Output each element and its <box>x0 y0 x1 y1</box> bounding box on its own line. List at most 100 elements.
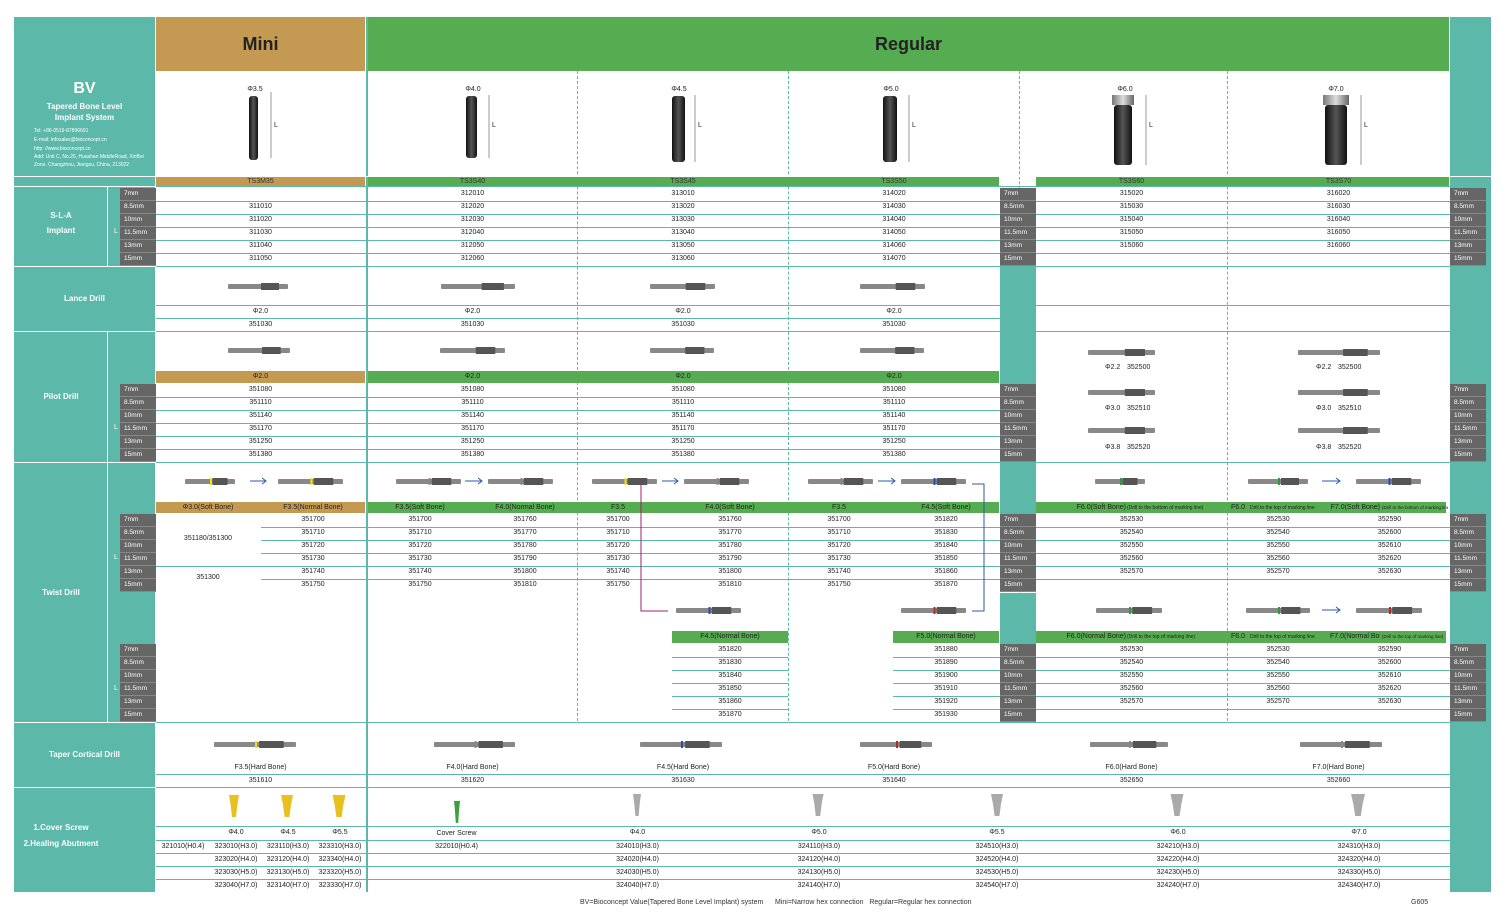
sla-right-len-3: 11.5mm <box>1450 227 1486 240</box>
twist-n60-h: F6.0(Normal Bone) <box>1066 633 1126 640</box>
twist2-left-len-5: 15mm <box>120 709 156 722</box>
twist-r50-f45-3: 351850 <box>934 555 958 562</box>
sla-cell-2-5: 313060 <box>671 255 695 262</box>
code-bar-regular <box>368 177 999 187</box>
twist-mini-f35-4: 351740 <box>301 568 325 575</box>
sla-cell-1-1: 312020 <box>460 203 485 210</box>
pilot-big-icon-0-1 <box>1088 389 1155 396</box>
abut-reg-code-2-3: 324540(H7.0) <box>975 882 1019 889</box>
code-bar-regular-2 <box>1036 177 1449 187</box>
abut-reg-dia-0: Φ4.0 <box>629 829 646 836</box>
twist-f35-0: 351700 <box>408 516 432 523</box>
twist-mini-b: 351300 <box>196 574 220 581</box>
pilot-bar-reg <box>368 371 999 383</box>
abut-reg-code-4-3: 324340(H7.0) <box>1337 882 1381 889</box>
twist-r60-h: F6.0(Soft Bone) <box>1076 504 1126 511</box>
taper-name-0: F3.5(Hard Bone) <box>234 764 287 771</box>
twist-mid-len-5: 15mm <box>1000 579 1036 592</box>
taper-code-5: 352660 <box>1326 777 1351 784</box>
col-divider-4 <box>1227 71 1228 721</box>
lance-drill-icon-1 <box>441 283 515 290</box>
pilot-code-2-3: 351170 <box>671 425 695 432</box>
taper-name-1: F4.0(Hard Bone) <box>446 764 499 771</box>
taper-code-3: 351640 <box>882 777 906 784</box>
pilot-code-0-4: 351250 <box>248 438 273 445</box>
pilot-mid-len-3: 11.5mm <box>1000 423 1036 436</box>
taper-name-2: F4.5(Hard Bone) <box>656 764 710 771</box>
implant-l-60: L <box>1149 122 1153 129</box>
contact-web: http: //www.bioconcept.cn <box>34 146 91 152</box>
pilot-code-1-4: 351250 <box>460 438 485 445</box>
taper-code-2: 351630 <box>671 777 695 784</box>
tn50-line-5 <box>893 709 1000 710</box>
sla-right-len-1: 8.5mm <box>1450 201 1486 214</box>
implant-code-70: TS3S70 <box>1325 178 1352 185</box>
twist-r45-f35-2: 351720 <box>606 542 630 549</box>
taper-drill-label: Taper Cortical Drill <box>49 750 120 759</box>
pilot-row-line-4 <box>156 436 1000 437</box>
abut-reg-code-0-3: 324040(H7.0) <box>616 882 659 889</box>
abut-icon-reg-3 <box>1170 794 1184 816</box>
pilot-left-len-1: 8.5mm <box>120 397 156 410</box>
brand-title: BV <box>73 80 96 97</box>
sla-row-line-b-1 <box>1036 201 1450 202</box>
twist2-mid-len-3: 11.5mm <box>1000 683 1036 696</box>
twist2-left-len-2: 10mm <box>120 670 156 683</box>
taper-code-4: 352650 <box>1119 777 1144 784</box>
abut-icon-reg-2 <box>991 794 1003 816</box>
twist-icon-r60 <box>1095 478 1145 485</box>
tn45-line-4 <box>672 696 788 697</box>
sep-abutment <box>14 787 155 788</box>
twist-icon-r45-1 <box>592 478 657 485</box>
taper-code-0: 351610 <box>248 777 273 784</box>
twist-n50-2: 351900 <box>934 672 958 679</box>
pilot-code-0-2: 351140 <box>249 412 272 419</box>
twist2-left-len-1: 8.5mm <box>120 657 156 670</box>
l-letter-1: L <box>114 424 118 431</box>
sla-cell-2-1: 313020 <box>671 203 695 210</box>
sla-cell-4-0: 315020 <box>1119 190 1144 197</box>
mini-header: Mini <box>156 17 365 71</box>
twist-f35-3: 351730 <box>408 555 432 562</box>
twist-f60-1: 352540 <box>1119 529 1144 536</box>
twist-r45-f35-5: 351750 <box>606 581 630 588</box>
tn50-line-4 <box>893 696 1000 697</box>
sla-cell-1-3: 312040 <box>460 229 485 236</box>
pilot-left-len-5: 15mm <box>120 449 156 462</box>
abut-reg-code-4-1: 324320(H4.0) <box>1337 856 1381 863</box>
twist-left-len-4: 13mm <box>120 566 156 579</box>
twist-right-len-1: 8.5mm <box>1450 527 1486 540</box>
twist-mini-h2: F3.5(Normal Bone) <box>283 504 343 511</box>
abut-mini-code-2-0: 323310(H3.0) <box>318 843 362 850</box>
taper-code-1: 351620 <box>460 777 485 784</box>
pilot-code-1-2: 351140 <box>461 412 484 419</box>
tn60-line-2 <box>1036 670 1450 671</box>
left-inner-sep-1 <box>107 187 108 266</box>
twist-f40-3: 351790 <box>513 555 537 562</box>
twist-n50-3: 351910 <box>934 685 958 692</box>
pilot-code-2-1: 351110 <box>671 399 695 406</box>
twist-r50-f35-0: 351700 <box>827 516 851 523</box>
twist2-right-len-1: 8.5mm <box>1450 657 1486 670</box>
pilot-code-3-3: 351170 <box>882 425 906 432</box>
twist-r40-h1: F3.5(Soft Bone) <box>395 504 445 511</box>
abut-mini-code-1-0: 323110(H3.0) <box>266 843 310 850</box>
sep-top <box>14 176 1491 177</box>
twist-row-line-3 <box>261 553 1000 554</box>
lance-line-1 <box>156 305 1000 306</box>
sla-left-len-2: 10mm <box>120 214 156 227</box>
twist-row-line-4 <box>261 566 1000 567</box>
sep-sla <box>14 186 155 187</box>
lance-drill-icon-2 <box>650 283 715 290</box>
sla-mid-len-0: 7mm <box>1000 188 1036 201</box>
twist-r50-f35-1: 351710 <box>827 529 851 536</box>
footer-page: G605 <box>1411 899 1429 906</box>
twist-r45-f40-2: 351780 <box>718 542 742 549</box>
lance-dia-1: Φ2.0 <box>464 308 481 315</box>
abutment-label-2: 2.Healing Abutment <box>23 839 99 848</box>
twist-r50-h2: F4.5(Soft Bone) <box>921 504 971 511</box>
twist-drill-label: Twist Drill <box>42 587 80 597</box>
pilot-mid-len-2: 10mm <box>1000 410 1036 423</box>
pilot-big-icon-1-0 <box>1298 349 1380 356</box>
sla-cell-2-4: 313050 <box>671 242 695 249</box>
